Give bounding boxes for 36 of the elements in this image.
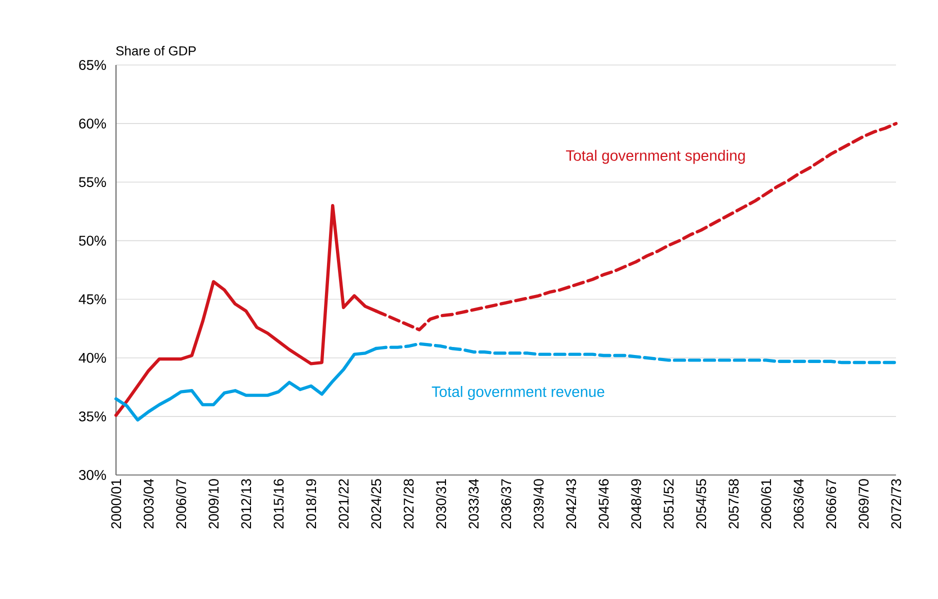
x-tick-label: 2057/58 — [728, 479, 739, 528]
x-tick-label: 2030/31 — [436, 479, 446, 528]
x-tick-label: 2027/28 — [403, 479, 414, 528]
x-tick-label: 2006/07 — [176, 479, 186, 528]
x-tick-label: 2024/25 — [370, 479, 382, 528]
y-axis-title: Share of GDP — [116, 46, 196, 56]
y-tick-label: 60% — [79, 118, 106, 129]
y-tick-label: 45% — [78, 294, 106, 304]
x-tick-label: 2063/64 — [793, 478, 804, 528]
x-tick-label: 2066/67 — [826, 479, 836, 528]
x-tick-label: 2048/49 — [630, 479, 642, 528]
x-tick-label: 2054/55 — [696, 479, 706, 528]
x-tick-label: 2042/43 — [566, 479, 576, 528]
x-tick-label: 2072/73 — [890, 479, 902, 528]
x-tick-label: 2018/19 — [306, 479, 316, 528]
x-tick-label: 2069/70 — [858, 479, 869, 528]
y-tick-label: 35% — [78, 411, 106, 422]
x-tick-label: 2009/10 — [208, 479, 219, 528]
y-tick-label: 40% — [78, 352, 106, 363]
y-tick-label: 55% — [79, 177, 106, 188]
y-tick-label: 65% — [79, 60, 106, 70]
x-tick-label: 2021/22 — [338, 479, 349, 528]
x-tick-label: 2012/13 — [240, 479, 252, 528]
text: Total government spending — [566, 150, 745, 164]
x-tick-label: 2033/34 — [468, 478, 479, 528]
x-tick-label: 2045/46 — [598, 479, 609, 528]
x-tick-label: 2039/40 — [533, 479, 544, 528]
x-tick-label: 2051/52 — [663, 479, 674, 528]
y-tick-label: 50% — [79, 236, 106, 246]
x-tick-label: 2000/01 — [110, 479, 122, 528]
x-tick-label: 2036/37 — [500, 479, 512, 528]
x-tick-label: 2060/61 — [760, 479, 772, 528]
x-tick-label: 2003/04 — [143, 478, 154, 528]
y-tick-label: 30% — [78, 470, 106, 480]
text: Total government revenue — [432, 386, 604, 400]
x-tick-label: 2015/16 — [273, 479, 284, 528]
